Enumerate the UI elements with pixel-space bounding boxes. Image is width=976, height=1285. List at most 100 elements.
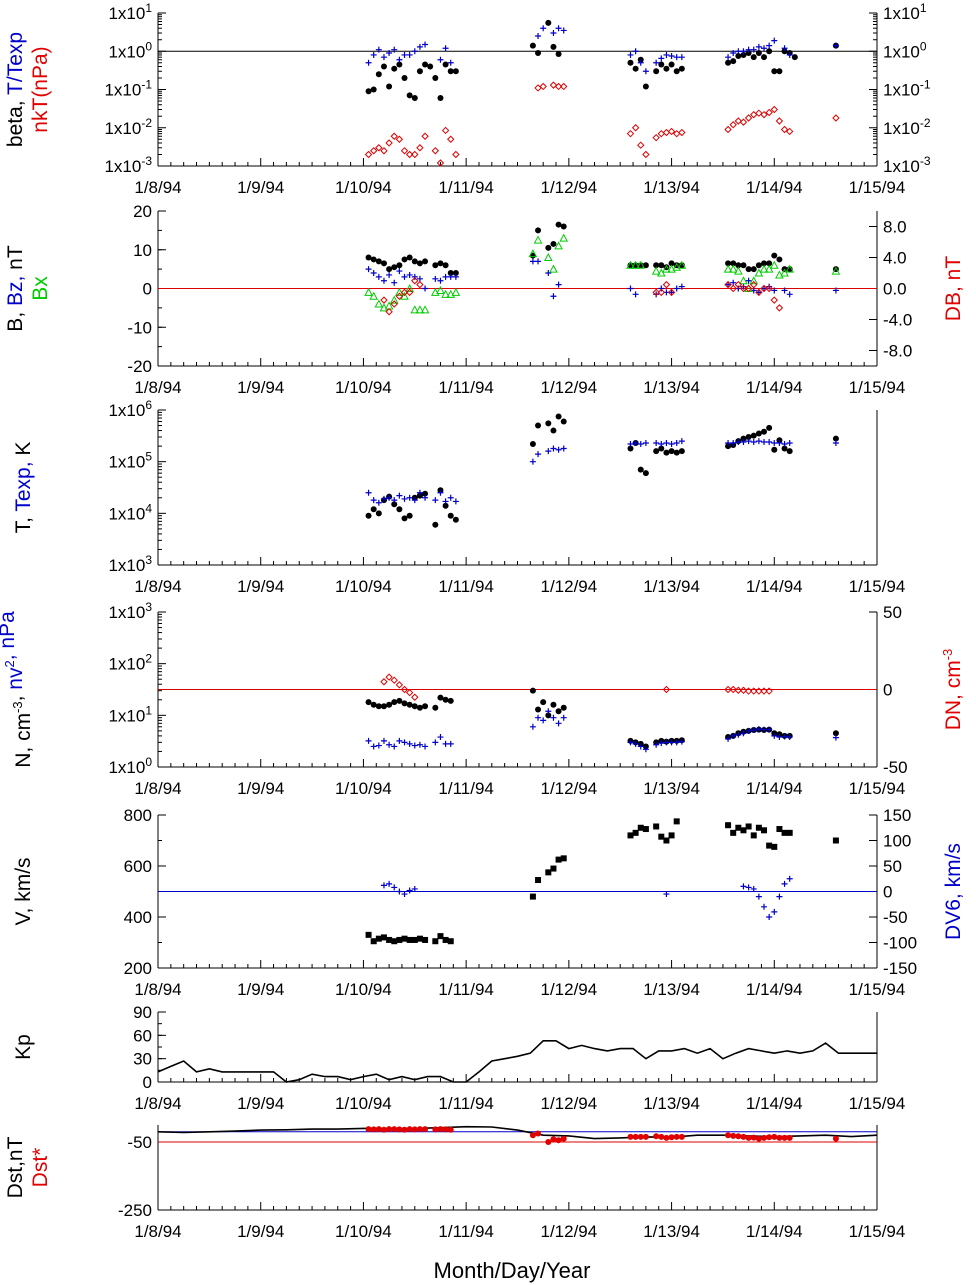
x-tick-label: 1/11/94 <box>438 178 493 197</box>
x-tick-label: 1/9/94 <box>237 779 284 798</box>
data-point <box>663 65 670 72</box>
data-point <box>391 264 398 271</box>
data-point <box>642 439 649 446</box>
data-point <box>761 439 768 446</box>
data-point <box>416 260 423 267</box>
data-point <box>432 74 439 81</box>
y-tick-label: 1x106 <box>108 398 152 420</box>
data-point <box>750 1134 757 1141</box>
data-point <box>739 686 748 694</box>
data-point <box>411 273 418 280</box>
data-point <box>411 885 418 892</box>
data-point <box>781 440 788 447</box>
data-point <box>386 494 393 501</box>
data-point <box>411 277 419 285</box>
data-point <box>740 48 747 55</box>
data-point <box>781 1134 788 1141</box>
data-point <box>745 46 752 53</box>
data-point <box>755 824 762 831</box>
data-point <box>766 439 773 446</box>
data-point <box>365 931 372 938</box>
data-point <box>776 893 783 900</box>
data-point <box>405 288 414 297</box>
data-point <box>432 262 439 269</box>
data-point <box>766 914 773 920</box>
x-tick-label: 1/11/94 <box>438 577 493 596</box>
data-point <box>380 934 387 941</box>
panels: 1/8/94 1/9/94 1/10/94 1/11/94 1/12/94 1/13/94… <box>0 1 965 1241</box>
x-tick-label: 1/14/94 <box>746 378 803 397</box>
data-point <box>776 826 783 833</box>
data-point <box>416 741 423 748</box>
x-tick-label: 1/11/94 <box>438 378 493 397</box>
data-point <box>760 110 768 119</box>
data-point <box>447 697 454 704</box>
data-point <box>724 125 732 134</box>
data-point <box>662 264 671 273</box>
data-point <box>452 270 459 276</box>
data-point <box>781 48 788 55</box>
data-point <box>657 129 666 138</box>
data-point <box>432 1126 439 1133</box>
data-point <box>396 1126 403 1133</box>
data-point <box>755 430 762 437</box>
data-point <box>781 829 788 836</box>
data-point <box>673 818 680 825</box>
data-point <box>401 1126 408 1133</box>
data-point <box>415 305 425 314</box>
data-point <box>740 283 747 290</box>
y-tick-label: 1x101 <box>108 1 152 23</box>
data-point <box>739 276 748 285</box>
data-point <box>401 891 408 898</box>
data-point <box>745 1134 752 1141</box>
data-point <box>832 114 840 122</box>
data-point <box>653 262 660 269</box>
data-point <box>375 144 383 152</box>
data-point <box>725 260 732 267</box>
data-point <box>755 50 762 57</box>
data-point <box>636 260 646 269</box>
y-tick-label: 0 <box>143 280 152 299</box>
data-point <box>637 56 644 63</box>
data-point <box>380 882 387 889</box>
data-point <box>725 735 732 742</box>
x-tick-label: 1/11/94 <box>438 980 493 999</box>
data-point <box>441 126 450 135</box>
data-point <box>555 1137 562 1144</box>
data-point <box>760 284 768 293</box>
data-point <box>668 440 675 447</box>
right-y-tick-label: 0 <box>883 681 892 700</box>
y-tick-label: 0 <box>143 1073 152 1092</box>
data-point <box>658 1133 665 1140</box>
data-point <box>750 266 757 273</box>
data-point <box>386 701 393 708</box>
data-point <box>725 54 732 61</box>
data-point <box>632 291 639 298</box>
x-tick-label: 1/14/94 <box>746 779 803 798</box>
data-point <box>416 280 424 289</box>
data-point <box>535 1130 542 1137</box>
data-point <box>452 516 459 523</box>
data-point <box>437 489 444 496</box>
data-point <box>627 59 634 66</box>
data-point <box>370 938 377 945</box>
data-point <box>375 742 382 749</box>
data-point <box>760 687 768 695</box>
data-point <box>380 63 387 70</box>
x-tick-label: 1/8/94 <box>134 178 181 197</box>
data-point <box>678 65 685 72</box>
data-point <box>735 48 742 55</box>
data-point <box>627 51 634 58</box>
data-point <box>729 284 737 293</box>
data-point <box>369 147 378 155</box>
y-tick-label: -50 <box>127 1133 152 1152</box>
data-point <box>780 268 789 277</box>
data-point <box>535 451 542 458</box>
right-y-tick-label: -8.0 <box>883 342 912 361</box>
data-point <box>529 687 536 694</box>
data-point <box>396 268 403 275</box>
data-point <box>729 685 737 694</box>
data-point <box>663 439 670 446</box>
data-point <box>364 150 373 159</box>
